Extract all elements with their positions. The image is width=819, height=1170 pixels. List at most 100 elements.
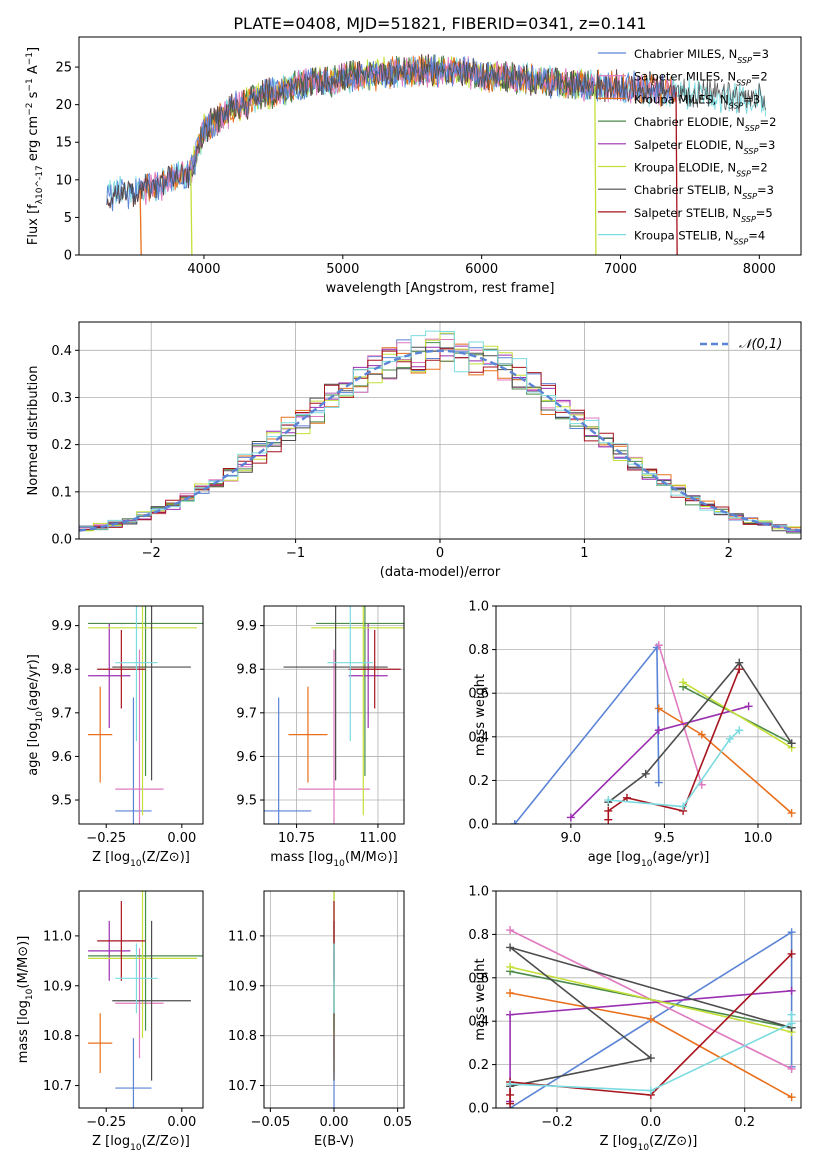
legend-text: Salpeter MILES, N [634,70,736,84]
x-axis-label: Z [log10(Z/Z⊙)] [92,850,190,869]
label-part: A [26,65,41,78]
weight-marker [646,1086,655,1095]
legend-count: =3 [757,183,774,197]
y-tick-label: 9.5 [51,794,72,809]
legend-entry: 𝒩(0,1) [739,337,782,352]
legend-text: Kroupa STELIB, N [634,229,734,243]
spectrum-dropout [139,189,142,255]
x-tick-label: 7000 [604,262,637,277]
age-vs-mass-panel: 10.75 11.00 9.5 9.6 9.7 9.8 9.9 mass [log10(M/M… [236,605,405,869]
legend-subscript: SSP [737,56,752,65]
weight-line [682,681,793,749]
label-part: 10 [130,1143,142,1153]
axes-frame [78,36,802,256]
label-part: −2 [25,103,35,116]
weight-marker [604,806,613,815]
label-part: log [26,723,41,743]
x-tick-label: 2 [725,546,733,561]
label-part: erg cm [26,116,41,165]
weight-marker [725,734,734,743]
y-tick-label: 0.4 [468,730,489,745]
weight-line [509,946,792,1088]
spectrum-dropout [594,85,597,255]
y-tick-label: 0.6 [468,687,489,702]
legend-count: =3 [758,138,775,152]
axes-frame [263,605,405,825]
legend-count: =3 [752,47,769,61]
x-tick-label: 4000 [187,262,220,277]
spectrum-line [106,54,677,212]
weight-marker [622,793,631,802]
weight-line [608,729,740,808]
axes: −0.25 0.009.59.69.79.89.9Z [log10(Z/Z⊙)]a… [26,605,204,869]
x-axis-label: (data-model)/error [380,565,501,580]
label-part: age [ [588,850,621,865]
y-tick-label: 1.0 [468,600,489,615]
normal-reference-curve [79,349,801,532]
y-tick-label: 9.6 [51,750,72,765]
x-tick-label: 9.5 [654,831,675,846]
legend-subscript: SSP [744,146,759,155]
y-tick-label: 0.0 [468,1102,489,1117]
y-tick-label: 11.0 [228,929,257,944]
y-tick-label: 9.6 [236,750,257,765]
label-part: (M/M⊙)] [16,936,31,989]
weight-line [510,1014,793,1092]
legend-subscript: SSP [741,214,756,223]
y-tick-label: 0.0 [51,533,72,548]
x-axis-label: Z [log10(Z/Z⊙)] [92,1134,190,1153]
axes: 10.75 11.00 9.5 9.6 9.7 9.8 9.9 mass [log10(M/M… [236,605,405,869]
legend-text: Chabrier ELODIE, N [634,115,745,129]
y-tick-label: 10.8 [228,1029,257,1044]
label-part: mass [ [270,850,313,865]
x-tick-label: 11.00 [359,831,396,846]
mass-vs-ebv-panel: −0.05 0.00 0.05 10.7 10.8 10.9 11.0 E(B-V) [228,890,412,1149]
series-layer [510,641,796,824]
weight-marker [654,778,663,787]
weight-marker [744,702,753,711]
weight-marker [566,813,575,822]
y-tick-label: 9.8 [51,663,72,678]
residual-histogram-panel: −2 −1 0 1 2 0.0 0.1 0.2 0.3 0.4 (data-model)/error… [26,321,802,580]
y-axis-label: Normed distribution [26,366,41,496]
weight-marker [654,641,663,650]
label-part: (age/yr)] [26,654,41,711]
y-tick-label: 0.8 [468,928,489,943]
label-part: −1 [25,78,35,91]
series-layer [506,926,796,1108]
x-tick-label: 10.0 [743,831,772,846]
weight-marker [787,928,796,937]
y-tick-label: 9.7 [51,706,72,721]
legend-entry: Kroupa STELIB, NSSP=4 [634,229,765,247]
age-vs-Z-panel: −0.25 0.009.59.69.79.89.9Z [log10(Z/Z⊙)]a… [26,605,204,869]
weight-marker [506,988,515,997]
x-tick-label: 9.0 [561,831,582,846]
label-part: mass weight [473,674,488,756]
y-tick-label: 10.7 [228,1079,257,1094]
label-part: Z [ [92,1134,110,1149]
weight-marker [787,1093,796,1102]
legend-count: =5 [756,206,773,220]
x-tick-label: −0.25 [86,1115,126,1130]
label-part: Z [ [600,1134,618,1149]
x-tick-label: 0.05 [383,1115,412,1130]
label-part: log [16,1000,31,1020]
axes: 4000 5000 6000 7000 8000 0 5 10 15 20 25 wavelength… [25,36,802,296]
y-tick-label: 0.4 [468,1015,489,1030]
label-part: Flux [f [26,204,41,245]
axes: 9.0 9.5 10.0 0.0 0.2 0.4 0.6 0.8 1.0 age [log10(a… [468,600,802,869]
label-part: E(B-V) [314,1134,354,1149]
label-part: log [314,850,334,865]
label-part: wavelength [Angstrom, rest frame] [326,281,555,296]
label-part: 10 [35,711,45,723]
label-part: s [26,91,41,102]
weight-vs-age-panel: 9.0 9.5 10.0 0.0 0.2 0.4 0.6 0.8 1.0 age [log10(a… [468,600,802,869]
x-tick-label: −0.2 [541,1115,573,1130]
y-axis-label: age [log10(age/yr)] [26,654,45,776]
label-part: λ10^-17 [35,165,45,204]
legend-subscript: SSP [742,192,757,201]
series-layer [264,606,404,824]
x-tick-label: 0.0 [641,1115,662,1130]
